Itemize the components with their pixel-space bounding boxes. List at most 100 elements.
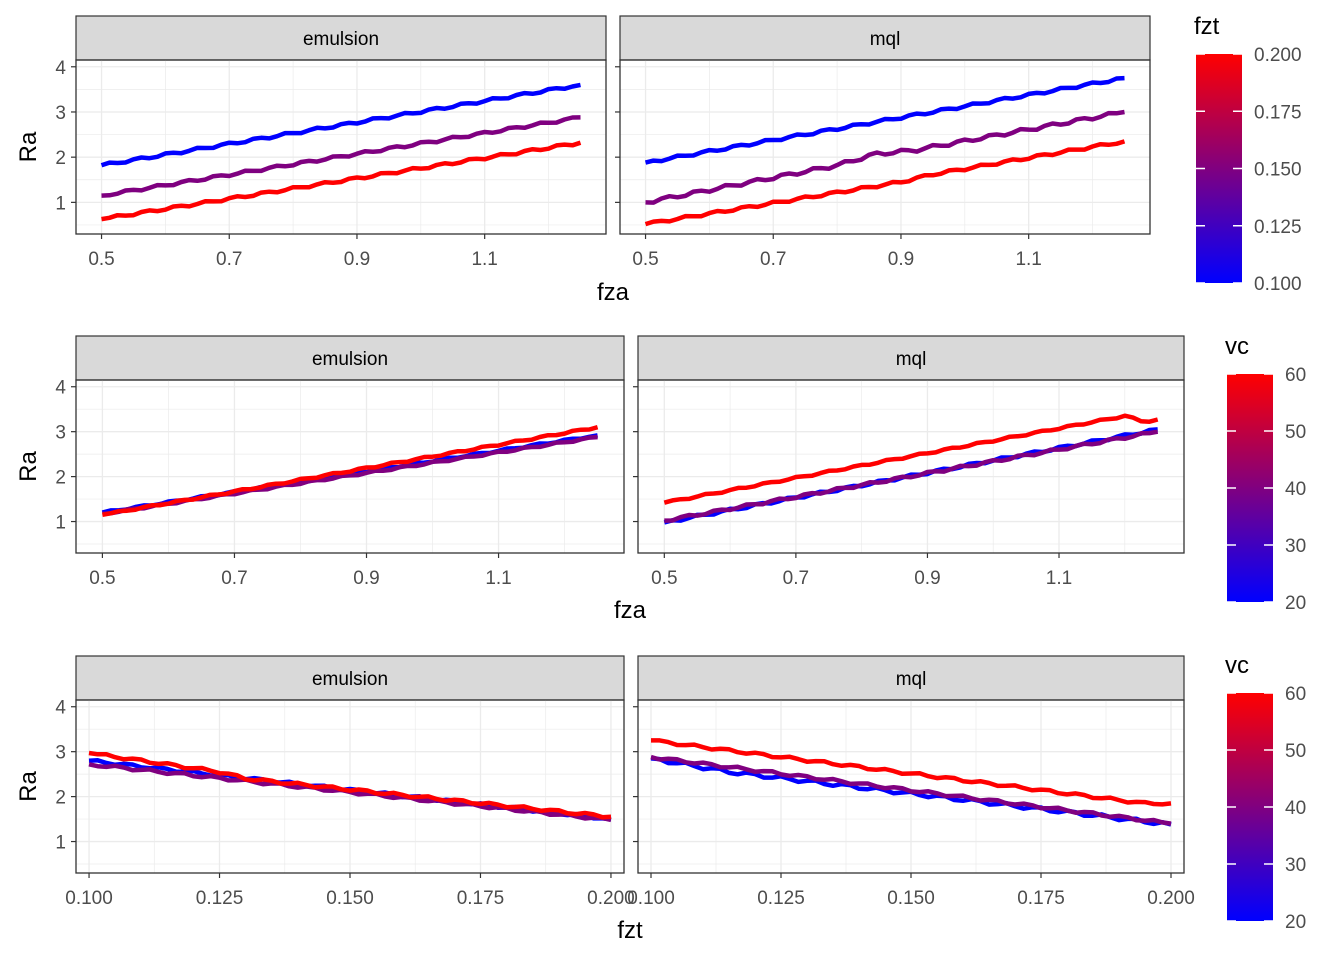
y-tick-label: 3 [55, 423, 66, 444]
y-tick-label: 3 [55, 743, 66, 764]
chart-row-1: emulsion 0.5 0.7 0.9 1.1 1 2 3 4 mql 0.5 0.7 0.9 1.1 f… [15, 13, 1302, 306]
facet-strip [75, 655, 625, 701]
legend-title: vc [1225, 652, 1249, 679]
facet-label: mql [896, 349, 927, 370]
legend-label: 0.200 [1254, 45, 1302, 66]
facet-label: emulsion [312, 349, 388, 370]
facet-mql: mql 0.100 0.125 0.150 0.175 0.200 [627, 655, 1195, 909]
x-tick-label: 1.1 [1015, 249, 1041, 270]
legend-label: 60 [1285, 365, 1306, 386]
y-tick-label: 4 [55, 378, 66, 399]
y-tick-label: 2 [55, 148, 66, 169]
legend-label: 30 [1285, 855, 1306, 876]
facet-strip [619, 15, 1151, 61]
legend-label: 20 [1285, 593, 1306, 614]
legend-title: vc [1225, 333, 1249, 360]
legend-label: 50 [1285, 422, 1306, 443]
series-line-60 [663, 413, 1159, 505]
panel-border [75, 59, 607, 235]
series-line-0.2 [101, 140, 582, 222]
x-tick-label: 0.125 [196, 888, 244, 909]
y-tick-label: 3 [55, 103, 66, 124]
y-tick-label: 2 [55, 468, 66, 489]
x-tick-label: 0.100 [627, 888, 675, 909]
legend-label: 30 [1285, 536, 1306, 557]
facet-strip [75, 15, 607, 61]
y-axis-title: Ra [15, 771, 42, 802]
series-line-0.1 [100, 82, 581, 168]
x-tick-label: 0.150 [326, 888, 374, 909]
x-tick-label: 0.5 [88, 249, 114, 270]
x-tick-label: 0.175 [1017, 888, 1065, 909]
panel-border [637, 379, 1185, 554]
x-tick-label: 0.175 [457, 888, 505, 909]
facet-label: emulsion [303, 29, 379, 50]
facet-label: mql [870, 29, 901, 50]
chart-row-3: emulsion 0.100 0.125 0.150 0.175 0.200 1 2 3 4 mql… [15, 652, 1306, 944]
facet-emulsion: emulsion 0.5 0.7 0.9 1.1 1 2 3 4 [55, 335, 625, 589]
facet-strip [75, 335, 625, 381]
facet-label: emulsion [312, 669, 388, 690]
y-axis-title: Ra [15, 451, 42, 482]
x-tick-label: 0.7 [783, 568, 809, 589]
legend-label: 0.125 [1254, 217, 1302, 238]
x-tick-label: 0.125 [757, 888, 805, 909]
facet-mql: mql 0.5 0.7 0.9 1.1 [633, 335, 1185, 589]
series-line-0.1 [644, 75, 1125, 165]
legend-label: 40 [1285, 479, 1306, 500]
series-line-60 [651, 738, 1172, 807]
legend-label: 20 [1285, 912, 1306, 933]
x-tick-label: 1.1 [1046, 568, 1072, 589]
panel-border [619, 59, 1151, 235]
series-line-60 [101, 425, 599, 518]
facet-mql: mql 0.5 0.7 0.9 1.1 [615, 15, 1151, 270]
facet-label: mql [896, 669, 927, 690]
x-axis-title: fzt [617, 917, 643, 944]
x-tick-label: 0.150 [887, 888, 935, 909]
facet-emulsion: emulsion 0.100 0.125 0.150 0.175 0.200 1 2 3 4 [55, 655, 635, 909]
legend-label: 0.100 [1254, 274, 1302, 295]
x-tick-label: 1.1 [485, 568, 511, 589]
series-line-0.15 [101, 115, 581, 198]
colorbar-legend: fzt 0.200 0.175 0.150 0.125 0.100 [1194, 13, 1302, 295]
x-tick-label: 0.9 [888, 249, 914, 270]
colorbar-legend: vc 60 50 40 30 20 [1225, 652, 1306, 933]
facet-strip [637, 335, 1185, 381]
legend-title: fzt [1194, 13, 1220, 40]
x-tick-label: 0.9 [914, 568, 940, 589]
panel-border [75, 379, 625, 554]
x-tick-label: 0.5 [651, 568, 677, 589]
legend-label: 40 [1285, 798, 1306, 819]
y-axis-title: Ra [15, 131, 42, 162]
x-tick-label: 0.7 [760, 249, 786, 270]
x-tick-label: 0.7 [216, 249, 242, 270]
facet-emulsion: emulsion 0.5 0.7 0.9 1.1 1 2 3 4 [55, 15, 607, 270]
legend-label: 0.175 [1254, 102, 1302, 123]
series-line-0.2 [644, 139, 1126, 227]
x-tick-label: 1.1 [471, 249, 497, 270]
chart-row-2: emulsion 0.5 0.7 0.9 1.1 1 2 3 4 mql 0.5 0.7 0.9 1.1 f… [15, 333, 1306, 624]
y-tick-label: 4 [55, 698, 66, 719]
x-tick-label: 0.9 [344, 249, 370, 270]
series-line-0.15 [645, 109, 1125, 205]
series-line-40 [664, 429, 1159, 523]
y-tick-label: 2 [55, 788, 66, 809]
y-tick-label: 1 [55, 513, 66, 534]
legend-label: 0.150 [1254, 160, 1302, 181]
y-tick-label: 4 [55, 58, 66, 79]
x-tick-label: 0.200 [1147, 888, 1195, 909]
x-tick-label: 0.5 [632, 249, 658, 270]
x-tick-label: 0.7 [221, 568, 247, 589]
x-tick-label: 0.200 [587, 888, 635, 909]
series-line-60 [88, 750, 612, 820]
x-tick-label: 0.9 [353, 568, 379, 589]
legend-label: 50 [1285, 741, 1306, 762]
legend-label: 60 [1285, 684, 1306, 705]
y-tick-label: 1 [55, 833, 66, 854]
x-tick-label: 0.5 [89, 568, 115, 589]
x-axis-title: fza [614, 597, 647, 624]
series-line-40 [650, 754, 1172, 826]
x-axis-title: fza [597, 279, 630, 306]
x-tick-label: 0.100 [65, 888, 113, 909]
